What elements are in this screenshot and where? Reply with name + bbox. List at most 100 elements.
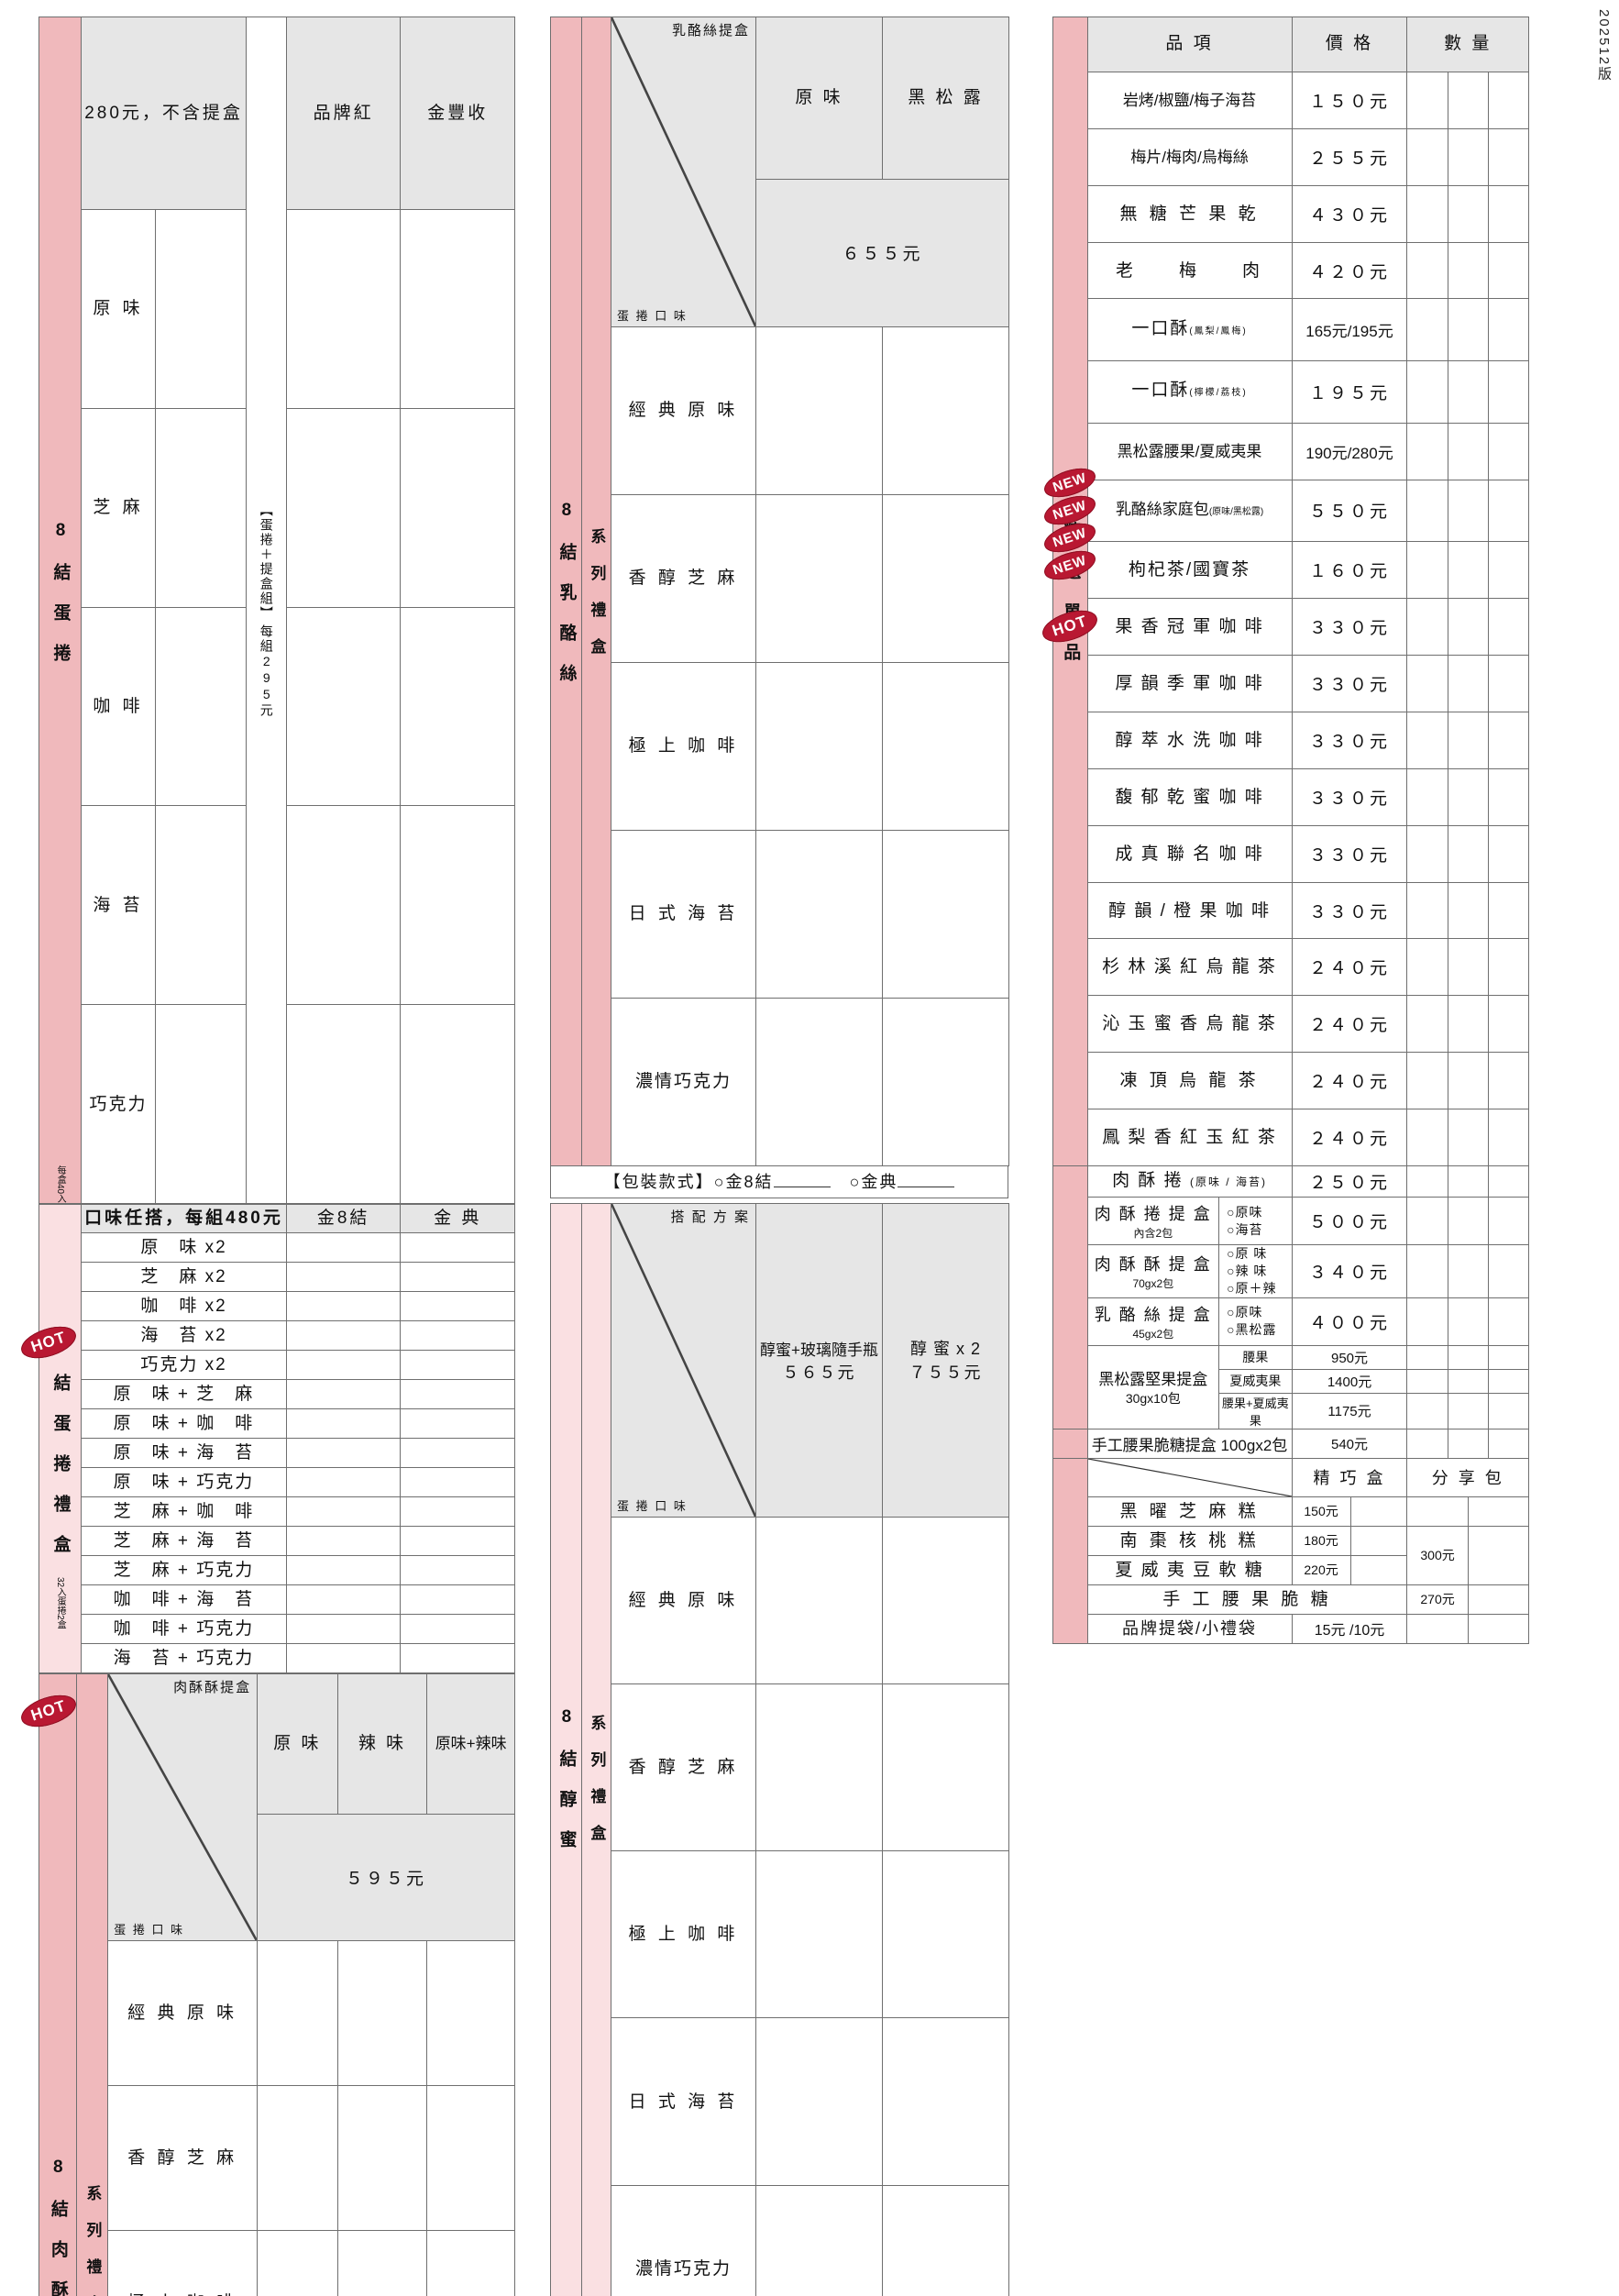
qty-cell[interactable] (401, 408, 515, 607)
qty-cell[interactable] (286, 607, 401, 806)
qty-cell[interactable] (1488, 656, 1528, 712)
qty-cell[interactable] (1468, 1496, 1528, 1526)
qty-cell[interactable] (756, 998, 883, 1165)
qty-cell[interactable] (401, 1468, 515, 1497)
qty-cell[interactable] (1488, 768, 1528, 825)
qty-cell[interactable] (286, 1005, 401, 1204)
qty-cell[interactable] (286, 210, 401, 409)
qty-cell[interactable] (1407, 361, 1448, 424)
qty-cell[interactable] (1407, 242, 1448, 299)
qty-cell[interactable] (401, 1380, 515, 1409)
qty-cell[interactable] (286, 1615, 401, 1644)
qty-cell[interactable] (1488, 423, 1528, 480)
qty-cell[interactable] (401, 1409, 515, 1439)
qty-cell[interactable] (155, 210, 246, 409)
item-opts-20[interactable]: ○原味 ○海苔 (1219, 1198, 1293, 1245)
qty-cell[interactable] (1488, 542, 1528, 599)
qty-cell[interactable] (1448, 1345, 1488, 1369)
qty-cell[interactable] (1448, 825, 1488, 882)
qty-cell[interactable] (1407, 542, 1448, 599)
qty-cell[interactable] (883, 998, 1009, 1165)
item-opts-22[interactable]: ○原味 ○黑松露 (1219, 1297, 1293, 1345)
qty-cell[interactable] (756, 494, 883, 662)
qty-cell[interactable] (401, 1615, 515, 1644)
qty-cell[interactable] (155, 806, 246, 1005)
qty-cell[interactable] (286, 1292, 401, 1321)
qty-cell[interactable] (1488, 1198, 1528, 1245)
qty-cell[interactable] (401, 1497, 515, 1527)
qty-cell[interactable] (1407, 1393, 1448, 1429)
qty-cell[interactable] (1488, 1245, 1528, 1298)
qty-cell[interactable] (1448, 1369, 1488, 1393)
qty-cell[interactable] (1488, 1109, 1528, 1166)
qty-cell[interactable] (1407, 1198, 1448, 1245)
qty-cell[interactable] (1448, 599, 1488, 656)
qty-cell[interactable] (1468, 1614, 1528, 1643)
qty-cell[interactable] (286, 1585, 401, 1615)
qty-cell[interactable] (1407, 423, 1448, 480)
qty-cell[interactable] (337, 1941, 427, 2086)
qty-cell[interactable] (286, 1380, 401, 1409)
qty-cell[interactable] (286, 1409, 401, 1439)
qty-cell[interactable] (155, 607, 246, 806)
qty-cell[interactable] (337, 2230, 427, 2296)
qty-cell[interactable] (401, 1263, 515, 1292)
qty-cell[interactable] (1448, 1053, 1488, 1109)
qty-cell[interactable] (1407, 882, 1448, 939)
qty-cell[interactable] (1488, 185, 1528, 242)
qty-cell[interactable] (756, 830, 883, 998)
qty-cell[interactable] (1488, 1053, 1528, 1109)
qty-cell[interactable] (1448, 656, 1488, 712)
qty-cell[interactable] (258, 2230, 338, 2296)
qty-cell[interactable] (1488, 939, 1528, 996)
qty-cell[interactable] (1407, 656, 1448, 712)
qty-cell[interactable] (1448, 1166, 1488, 1198)
qty-cell[interactable] (1488, 1429, 1528, 1458)
qty-cell[interactable] (1407, 1245, 1448, 1298)
qty-cell[interactable] (1448, 128, 1488, 185)
qty-cell[interactable] (401, 1005, 515, 1204)
qty-cell[interactable] (1488, 128, 1528, 185)
qty-cell[interactable] (1488, 882, 1528, 939)
qty-cell[interactable] (1407, 185, 1448, 242)
qty-cell[interactable] (1407, 825, 1448, 882)
qty-cell[interactable] (1448, 185, 1488, 242)
qty-cell[interactable] (401, 1321, 515, 1351)
qty-cell[interactable] (337, 2086, 427, 2231)
qty-cell[interactable] (1407, 299, 1448, 361)
qty-cell[interactable] (1448, 242, 1488, 299)
qty-cell[interactable] (1407, 996, 1448, 1053)
qty-cell[interactable] (1488, 1297, 1528, 1345)
qty-cell[interactable] (756, 1517, 883, 1683)
qty-cell[interactable] (1468, 1584, 1528, 1614)
qty-cell[interactable] (258, 2086, 338, 2231)
qty-cell[interactable] (883, 2185, 1009, 2296)
item-opts-21[interactable]: ○原 味 ○辣 味 ○原＋辣 (1219, 1245, 1293, 1298)
qty-cell[interactable] (1448, 768, 1488, 825)
qty-cell[interactable] (1407, 712, 1448, 768)
qty-cell[interactable] (1488, 712, 1528, 768)
qty-cell[interactable] (286, 1233, 401, 1263)
qty-cell[interactable] (1488, 996, 1528, 1053)
qty-cell[interactable] (883, 662, 1009, 830)
qty-cell[interactable] (286, 806, 401, 1005)
qty-cell[interactable] (401, 1233, 515, 1263)
qty-cell[interactable] (1407, 72, 1448, 128)
qty-cell[interactable] (1448, 712, 1488, 768)
qty-cell[interactable] (1488, 1166, 1528, 1198)
qty-cell[interactable] (286, 1321, 401, 1351)
qty-cell[interactable] (401, 806, 515, 1005)
qty-cell[interactable] (1407, 1297, 1448, 1345)
qty-cell[interactable] (1448, 1109, 1488, 1166)
qty-cell[interactable] (286, 1439, 401, 1468)
qty-cell[interactable] (1448, 1429, 1488, 1458)
qty-cell[interactable] (1407, 1614, 1468, 1643)
qty-cell[interactable] (1468, 1526, 1528, 1584)
qty-cell[interactable] (756, 1851, 883, 2018)
qty-cell[interactable] (756, 1683, 883, 1850)
qty-cell[interactable] (286, 1497, 401, 1527)
qty-cell[interactable] (401, 1527, 515, 1556)
qty-cell[interactable] (1448, 72, 1488, 128)
qty-cell[interactable] (1488, 1369, 1528, 1393)
qty-cell[interactable] (427, 2230, 515, 2296)
